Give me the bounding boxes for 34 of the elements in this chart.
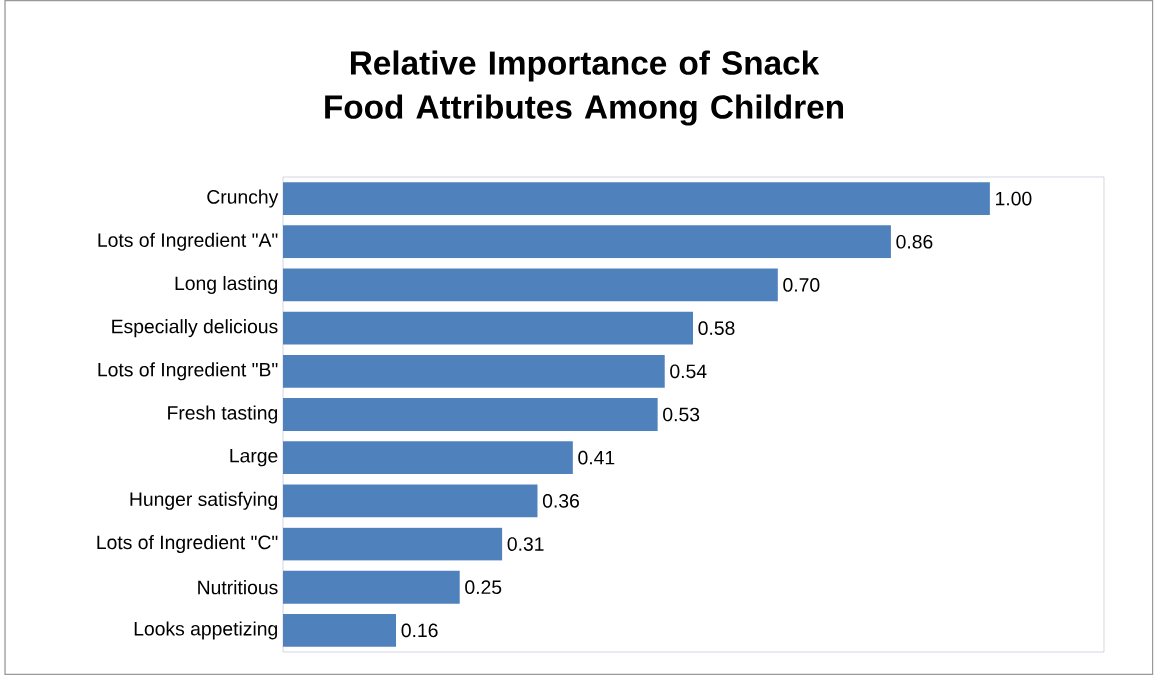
y-tick-label: Lots of Ingredient "C" [97,535,278,554]
y-tick-label: Fresh tasting [168,405,278,424]
bar [283,225,891,259]
data-label: 0.36 [542,494,579,508]
data-label: 1.00 [996,191,1032,206]
bar [283,268,778,302]
bar [283,527,503,561]
y-tick-label: Hunger satisfying [130,491,278,510]
data-label: 0.41 [578,450,615,465]
y-tick-label: Long lasting [175,275,278,294]
y-tick-label: Looks appetizing [134,621,278,640]
data-label: 0.70 [783,278,820,292]
bar [283,441,573,475]
chart-title: Relative Importance of Snack Food Attributes Among Children [325,50,844,126]
y-tick-label: Nutritious [198,580,278,595]
bar [283,311,693,345]
y-tick-label: Lots of Ingredient "B" [98,362,278,381]
data-label: 0.58 [698,321,735,335]
y-tick-label: Especially delicious [112,319,278,338]
bar [283,484,538,518]
data-label: 0.86 [896,234,933,249]
bar [283,182,990,215]
y-tick-label: Large [230,449,278,467]
y-tick-label: Lots of Ingredient "A" [98,232,278,251]
data-label: 0.16 [401,623,438,638]
bar [283,354,665,388]
bar [283,398,658,431]
data-label: 0.31 [507,537,544,551]
bar [283,570,460,604]
bar [283,613,397,647]
data-label: 0.25 [465,580,502,595]
data-label: 0.54 [670,364,707,379]
y-tick-label: Crunchy [207,189,279,208]
data-label: 0.53 [663,407,700,422]
